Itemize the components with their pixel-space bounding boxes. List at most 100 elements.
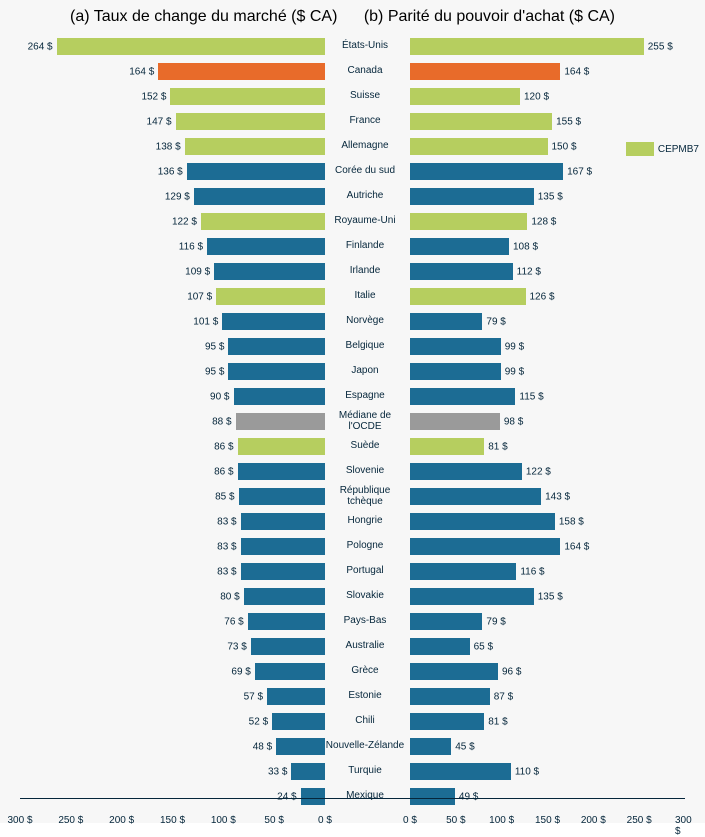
bar-left: [158, 63, 325, 80]
bar-left: [236, 413, 325, 430]
row-label: Mexique: [325, 791, 405, 802]
value-left: 57 $: [244, 691, 263, 702]
value-left: 48 $: [253, 741, 272, 752]
bar-left: [251, 638, 325, 655]
chart-row: 48 $Nouvelle-Zélande45 $: [0, 734, 705, 759]
chart-row: 152 $Suisse120 $: [0, 84, 705, 109]
value-right: 99 $: [505, 341, 524, 352]
row-label: Slovenie: [325, 466, 405, 477]
bar-right: [410, 363, 501, 380]
bar-right: [410, 288, 526, 305]
axis-tick-right: 250 $: [627, 815, 652, 826]
chart-row: 86 $ Suède 81 $: [0, 434, 705, 459]
value-right: 81 $: [488, 716, 507, 727]
chart-row: 33 $Turquie110 $: [0, 759, 705, 784]
chart-row: 264 $ États-Unis 255 $: [0, 34, 705, 59]
row-label: Suisse: [325, 91, 405, 102]
value-left: 86 $: [214, 441, 233, 452]
axis-line: [20, 798, 685, 799]
bar-right: [410, 663, 498, 680]
chart-row: 80 $Slovakie135 $: [0, 584, 705, 609]
bar-left: [238, 463, 325, 480]
title-left: (a) Taux de change du marché ($ CA): [70, 8, 337, 26]
chart-row: 69 $Grèce96 $: [0, 659, 705, 684]
axis-tick-right: 100 $: [489, 815, 514, 826]
value-left: 152 $: [141, 91, 166, 102]
bar-left: [276, 738, 325, 755]
bar-left: [234, 388, 326, 405]
row-label: République tchèque: [325, 486, 405, 507]
bar-right: [410, 338, 501, 355]
bar-right: [410, 213, 527, 230]
axis-tick-left: 250 $: [58, 815, 83, 826]
bar-right: [410, 588, 534, 605]
axis-tick-right: 50 $: [446, 815, 465, 826]
value-left: 264 $: [28, 41, 53, 52]
chart-row: 95 $Belgique99 $: [0, 334, 705, 359]
bar-right: [410, 463, 522, 480]
bar-right: [410, 113, 552, 130]
value-left: 129 $: [165, 191, 190, 202]
bar-right: [410, 638, 470, 655]
value-left: 109 $: [185, 266, 210, 277]
chart-row: 57 $Estonie87 $: [0, 684, 705, 709]
axis-tick-left: 150 $: [160, 815, 185, 826]
value-right: 135 $: [538, 191, 563, 202]
value-left: 76 $: [224, 616, 243, 627]
bar-right: [410, 238, 509, 255]
bar-right: [410, 63, 560, 80]
value-left: 101 $: [193, 316, 218, 327]
bar-left: [301, 788, 325, 805]
chart-row: 109 $ Irlande 112 $: [0, 259, 705, 284]
axis-tick-right: 200 $: [581, 815, 606, 826]
bar-left: [201, 213, 325, 230]
bar-left: [194, 188, 325, 205]
value-left: 85 $: [215, 491, 234, 502]
axis-tick-right: 0 $: [403, 815, 417, 826]
row-label: Allemagne: [325, 141, 405, 152]
bar-right: [410, 788, 455, 805]
row-label: Irlande: [325, 266, 405, 277]
bar-left: [228, 338, 325, 355]
row-label: Suède: [325, 441, 405, 452]
row-label: États-Unis: [325, 41, 405, 52]
bar-left: [216, 288, 325, 305]
chart-row: 129 $ Autriche 135 $: [0, 184, 705, 209]
bar-right: [410, 613, 482, 630]
value-left: 88 $: [212, 416, 231, 427]
value-right: 112 $: [517, 266, 541, 277]
value-right: 98 $: [504, 416, 523, 427]
chart-row: 95 $Japon99 $: [0, 359, 705, 384]
row-label: Espagne: [325, 391, 405, 402]
value-right: 255 $: [648, 41, 673, 52]
chart-row: 85 $République tchèque143 $: [0, 484, 705, 509]
butterfly-bar-chart: (a) Taux de change du marché ($ CA) (b) …: [0, 0, 705, 823]
value-right: 135 $: [538, 591, 563, 602]
bar-right: [410, 513, 555, 530]
axis-tick-left: 300 $: [7, 815, 32, 826]
bar-left: [241, 563, 325, 580]
bar-right: [410, 563, 516, 580]
value-right: 126 $: [530, 291, 555, 302]
chart-row: 24 $Mexique49 $: [0, 784, 705, 809]
chart-rows: 264 $États-Unis255 $164 $Canada164 $152 …: [0, 34, 705, 809]
chart-row: 73 $Australie65 $: [0, 634, 705, 659]
bar-left: [248, 613, 325, 630]
value-left: 136 $: [158, 166, 183, 177]
bar-right: [410, 263, 513, 280]
value-right: 65 $: [474, 641, 493, 652]
bar-right: [410, 538, 560, 555]
bar-right: [410, 38, 644, 55]
value-right: 110 $: [515, 766, 539, 777]
row-label: Royaume-Uni: [325, 216, 405, 227]
row-label: Estonie: [325, 691, 405, 702]
row-label: Japon: [325, 366, 405, 377]
title-right: (b) Parité du pouvoir d'achat ($ CA): [364, 8, 615, 26]
value-right: 81 $: [488, 441, 507, 452]
axis-tick-left: 200 $: [109, 815, 134, 826]
chart-row: 83 $Pologne164 $: [0, 534, 705, 559]
value-left: 24 $: [277, 791, 296, 802]
row-label: Corée du sud: [325, 166, 405, 177]
row-label: Autriche: [325, 191, 405, 202]
row-label: Australie: [325, 641, 405, 652]
